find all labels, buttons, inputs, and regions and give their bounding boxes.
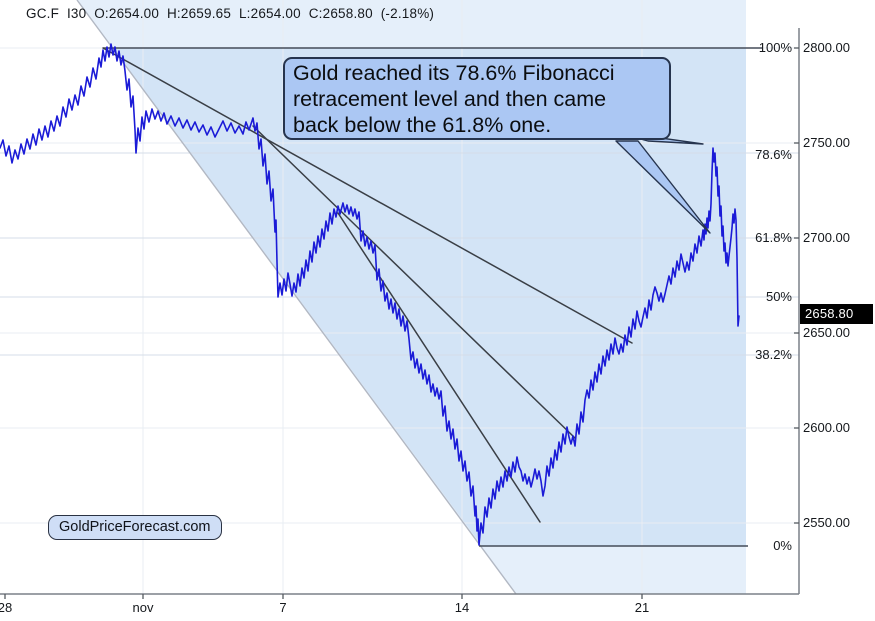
fib-label-618: 61.8%	[755, 230, 792, 245]
price-tick-2600: 2600.00	[803, 420, 850, 435]
goldpriceforecast-watermark: GoldPriceForecast.com	[48, 515, 222, 540]
fib-label-100: 100%	[758, 40, 792, 55]
fib-label-50: 50%	[765, 289, 792, 304]
trend-line	[102, 47, 633, 344]
fib-label-786: 78.6%	[755, 147, 792, 162]
price-tick-2750: 2750.00	[803, 135, 850, 150]
trend-line	[337, 212, 541, 523]
date-tick-7: 7	[279, 600, 287, 615]
annotation-callout[interactable]: Gold reached its 78.6% Fibonacci retrace…	[283, 57, 671, 140]
trend-line	[252, 125, 576, 439]
price-tick-2550: 2550.00	[803, 515, 850, 530]
price-tick-2700: 2700.00	[803, 230, 850, 245]
price-tick-2800: 2800.00	[803, 40, 850, 55]
last-price-badge: 2658.80	[800, 304, 873, 324]
price-tick-2650: 2650.00	[803, 325, 850, 340]
date-tick-14: 14	[454, 600, 470, 615]
date-tick-28: 28	[0, 600, 13, 615]
annotation-line-1: Gold reached its 78.6% Fibonacci	[293, 61, 615, 85]
date-tick-nov: nov	[132, 600, 154, 615]
fib-label-0: 0%	[773, 538, 792, 553]
annotation-line-3: back below the 61.8% one.	[293, 113, 552, 137]
channel-boundary-line	[76, 0, 517, 595]
fib-label-382: 38.2%	[755, 347, 792, 362]
price-line-series	[0, 43, 740, 546]
ohlc-header: GC.F I30 O:2654.00 H:2659.65 L:2654.00 C…	[26, 6, 435, 21]
annotation-line-2: retracement level and then came	[293, 87, 607, 111]
callout-pointer	[615, 140, 711, 234]
date-tick-21: 21	[634, 600, 650, 615]
